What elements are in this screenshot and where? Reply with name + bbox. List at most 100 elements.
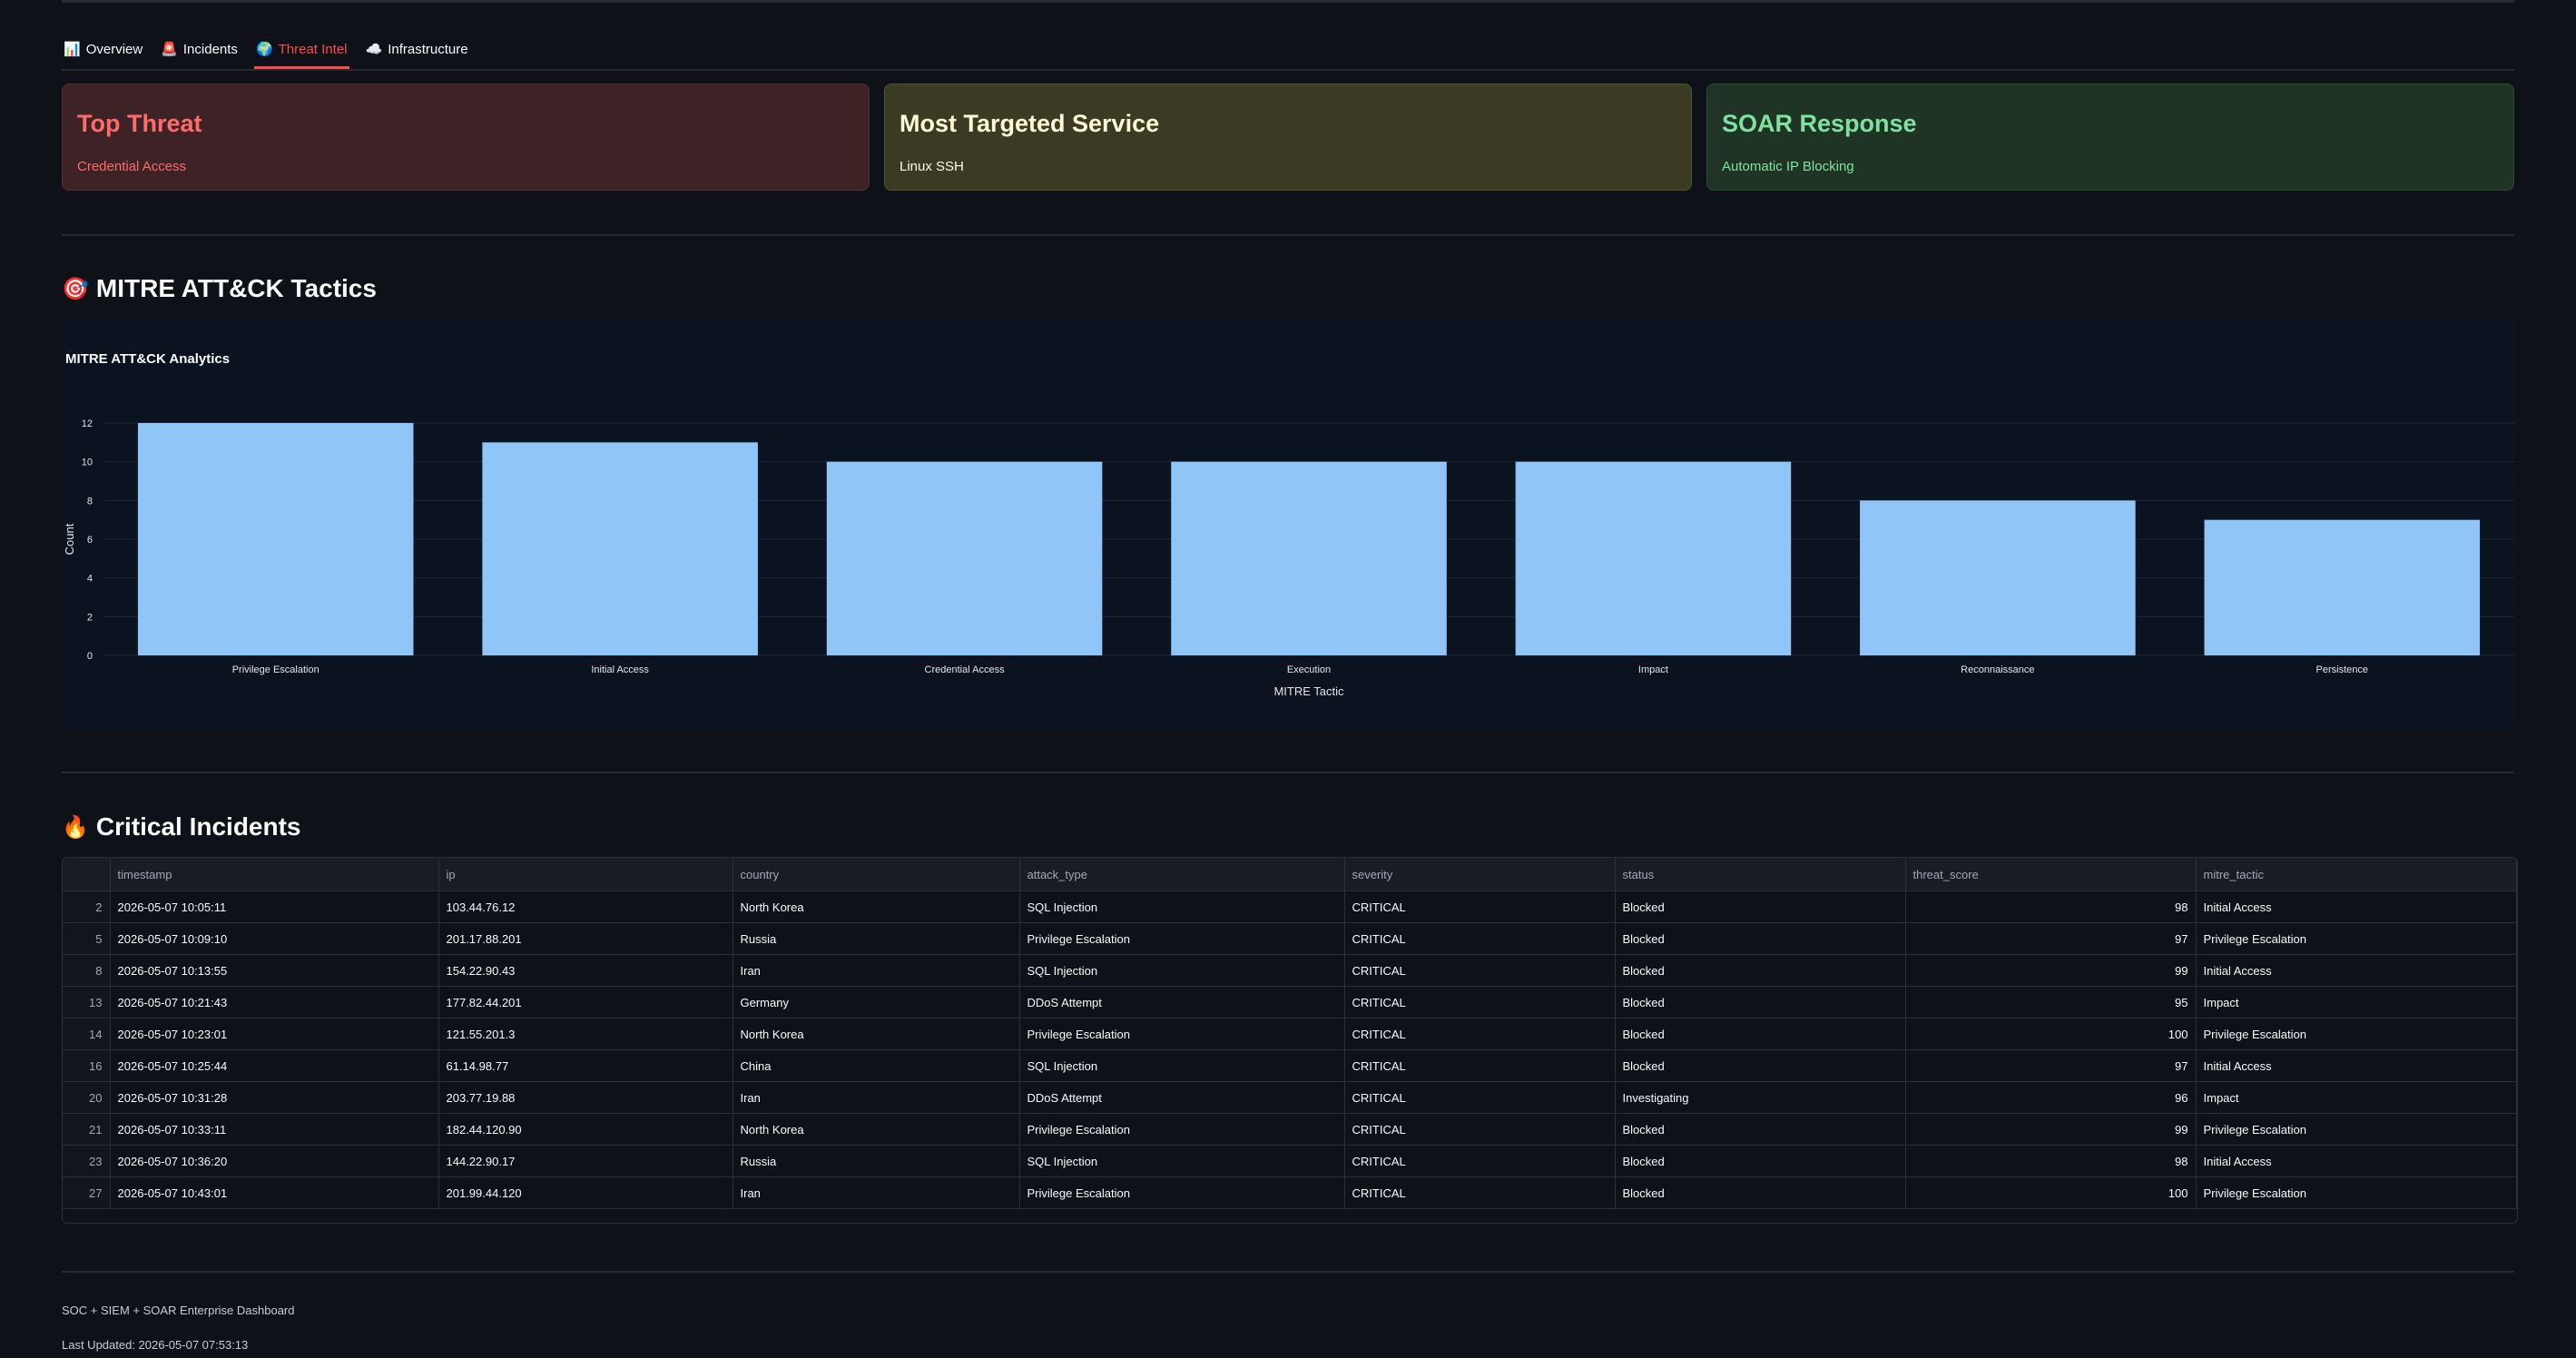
table-cell-status[interactable]: Blocked xyxy=(1615,1018,1906,1050)
table-row[interactable]: 5 2026-05-07 10:09:10 201.17.88.201 Russia P… xyxy=(63,922,2517,955)
table-cell-timestamp[interactable]: 2026-05-07 10:31:28 xyxy=(110,1081,439,1114)
table-cell-ip[interactable]: 201.99.44.120 xyxy=(438,1176,733,1209)
table-cell-mitre-tactic[interactable]: Impact xyxy=(2196,986,2517,1018)
column-header[interactable]: status xyxy=(1615,858,1906,891)
table-cell-threat-score[interactable]: 97 xyxy=(1905,922,2197,955)
table-cell-ip[interactable]: 201.17.88.201 xyxy=(438,922,733,955)
table-cell-ip[interactable]: 121.55.201.3 xyxy=(438,1018,733,1050)
table-cell-severity[interactable]: CRITICAL xyxy=(1344,1081,1616,1114)
table-cell-ip[interactable]: 61.14.98.77 xyxy=(438,1049,733,1082)
table-cell-status[interactable]: Investigating xyxy=(1615,1081,1906,1114)
column-header[interactable]: threat_score xyxy=(1905,858,2197,891)
column-header[interactable]: timestamp xyxy=(110,858,439,891)
table-cell-timestamp[interactable]: 2026-05-07 10:23:01 xyxy=(110,1018,439,1050)
table-cell-status[interactable]: Blocked xyxy=(1615,1176,1906,1209)
table-cell-mitre-tactic[interactable]: Impact xyxy=(2196,1081,2517,1114)
table-cell-severity[interactable]: CRITICAL xyxy=(1344,1049,1616,1082)
table-cell-attack-type[interactable]: SQL Injection xyxy=(1019,1049,1345,1082)
table-cell-timestamp[interactable]: 2026-05-07 10:09:10 xyxy=(110,922,439,955)
table-cell-attack-type[interactable]: DDoS Attempt xyxy=(1019,1081,1345,1114)
table-cell-country[interactable]: Iran xyxy=(732,954,1020,987)
table-cell-country[interactable]: Russia xyxy=(732,922,1020,955)
table-cell-mitre-tactic[interactable]: Initial Access xyxy=(2196,954,2517,987)
table-cell-ip[interactable]: 203.77.19.88 xyxy=(438,1081,733,1114)
table-cell-severity[interactable]: CRITICAL xyxy=(1344,922,1616,955)
table-cell-status[interactable]: Blocked xyxy=(1615,1113,1906,1146)
table-cell-timestamp[interactable]: 2026-05-07 10:13:55 xyxy=(110,954,439,987)
table-cell-country[interactable]: Russia xyxy=(732,1145,1020,1177)
table-cell-attack-type[interactable]: Privilege Escalation xyxy=(1019,1113,1345,1146)
table-cell-ip[interactable]: 144.22.90.17 xyxy=(438,1145,733,1177)
table-row[interactable]: 20 2026-05-07 10:31:28 203.77.19.88 Iran DDo… xyxy=(63,1081,2517,1114)
table-cell-timestamp[interactable]: 2026-05-07 10:43:01 xyxy=(110,1176,439,1209)
table-cell-threat-score[interactable]: 100 xyxy=(1905,1018,2197,1050)
table-cell-status[interactable]: Blocked xyxy=(1615,954,1906,987)
tab-overview[interactable]: 📊 Overview xyxy=(62,31,144,67)
table-cell-threat-score[interactable]: 98 xyxy=(1905,1145,2197,1177)
table-row[interactable]: 2 2026-05-07 10:05:11 103.44.76.12 North Ko… xyxy=(63,891,2517,923)
tab-incidents[interactable]: 🚨 Incidents xyxy=(159,31,240,67)
table-cell-attack-type[interactable]: Privilege Escalation xyxy=(1019,1176,1345,1209)
table-cell-attack-type[interactable]: SQL Injection xyxy=(1019,891,1345,923)
table-row[interactable]: 21 2026-05-07 10:33:11 182.44.120.90 North … xyxy=(63,1113,2517,1146)
table-cell-mitre-tactic[interactable]: Initial Access xyxy=(2196,1145,2517,1177)
column-header[interactable]: mitre_tactic xyxy=(2196,858,2517,891)
table-cell-country[interactable]: North Korea xyxy=(732,1113,1020,1146)
table-cell-country[interactable]: Iran xyxy=(732,1176,1020,1209)
column-header[interactable]: severity xyxy=(1344,858,1616,891)
table-cell-country[interactable]: North Korea xyxy=(732,1018,1020,1050)
table-cell-timestamp[interactable]: 2026-05-07 10:21:43 xyxy=(110,986,439,1018)
critical-incidents-table[interactable]: timestamp ip country attack_type severit… xyxy=(62,857,2518,1224)
table-cell-status[interactable]: Blocked xyxy=(1615,1049,1906,1082)
table-cell-attack-type[interactable]: Privilege Escalation xyxy=(1019,1018,1345,1050)
table-row[interactable]: 27 2026-05-07 10:43:01 201.99.44.120 Iran Pr… xyxy=(63,1176,2517,1209)
table-cell-attack-type[interactable]: Privilege Escalation xyxy=(1019,922,1345,955)
table-row[interactable]: 23 2026-05-07 10:36:20 144.22.90.17 Russia S… xyxy=(63,1145,2517,1177)
table-cell-ip[interactable]: 177.82.44.201 xyxy=(438,986,733,1018)
table-cell-threat-score[interactable]: 99 xyxy=(1905,1113,2197,1146)
table-cell-threat-score[interactable]: 96 xyxy=(1905,1081,2197,1114)
table-row[interactable]: 13 2026-05-07 10:21:43 177.82.44.201 German… xyxy=(63,986,2517,1018)
table-cell-threat-score[interactable]: 100 xyxy=(1905,1176,2197,1209)
table-cell-threat-score[interactable]: 97 xyxy=(1905,1049,2197,1082)
table-row[interactable]: 8 2026-05-07 10:13:55 154.22.90.43 Iran SQL … xyxy=(63,954,2517,987)
table-cell-severity[interactable]: CRITICAL xyxy=(1344,1018,1616,1050)
table-cell-ip[interactable]: 103.44.76.12 xyxy=(438,891,733,923)
table-cell-country[interactable]: North Korea xyxy=(732,891,1020,923)
table-cell-timestamp[interactable]: 2026-05-07 10:33:11 xyxy=(110,1113,439,1146)
table-cell-status[interactable]: Blocked xyxy=(1615,986,1906,1018)
column-header[interactable]: country xyxy=(732,858,1020,891)
table-cell-mitre-tactic[interactable]: Privilege Escalation xyxy=(2196,1018,2517,1050)
table-cell-mitre-tactic[interactable]: Privilege Escalation xyxy=(2196,1176,2517,1209)
table-cell-country[interactable]: Germany xyxy=(732,986,1020,1018)
table-cell-attack-type[interactable]: SQL Injection xyxy=(1019,1145,1345,1177)
table-cell-threat-score[interactable]: 95 xyxy=(1905,986,2197,1018)
table-cell-severity[interactable]: CRITICAL xyxy=(1344,1113,1616,1146)
table-row[interactable]: 14 2026-05-07 10:23:01 121.55.201.3 North K… xyxy=(63,1018,2517,1050)
table-cell-severity[interactable]: CRITICAL xyxy=(1344,1145,1616,1177)
tab-threat-intel[interactable]: 🌍 Threat Intel xyxy=(253,31,349,69)
table-cell-ip[interactable]: 154.22.90.43 xyxy=(438,954,733,987)
table-cell-mitre-tactic[interactable]: Privilege Escalation xyxy=(2196,922,2517,955)
table-cell-country[interactable]: Iran xyxy=(732,1081,1020,1114)
column-header[interactable]: attack_type xyxy=(1019,858,1345,891)
table-cell-attack-type[interactable]: SQL Injection xyxy=(1019,954,1345,987)
table-cell-severity[interactable]: CRITICAL xyxy=(1344,1176,1616,1209)
tab-infrastructure[interactable]: ☁️ Infrastructure xyxy=(364,31,470,67)
table-cell-status[interactable]: Blocked xyxy=(1615,922,1906,955)
table-cell-mitre-tactic[interactable]: Initial Access xyxy=(2196,891,2517,923)
table-cell-timestamp[interactable]: 2026-05-07 10:25:44 xyxy=(110,1049,439,1082)
table-cell-severity[interactable]: CRITICAL xyxy=(1344,954,1616,987)
table-cell-attack-type[interactable]: DDoS Attempt xyxy=(1019,986,1345,1018)
table-cell-threat-score[interactable]: 98 xyxy=(1905,891,2197,923)
table-cell-severity[interactable]: CRITICAL xyxy=(1344,891,1616,923)
table-cell-mitre-tactic[interactable]: Privilege Escalation xyxy=(2196,1113,2517,1146)
table-cell-severity[interactable]: CRITICAL xyxy=(1344,986,1616,1018)
table-cell-threat-score[interactable]: 99 xyxy=(1905,954,2197,987)
table-cell-timestamp[interactable]: 2026-05-07 10:05:11 xyxy=(110,891,439,923)
table-cell-mitre-tactic[interactable]: Initial Access xyxy=(2196,1049,2517,1082)
column-header[interactable]: ip xyxy=(438,858,733,891)
table-cell-timestamp[interactable]: 2026-05-07 10:36:20 xyxy=(110,1145,439,1177)
table-cell-status[interactable]: Blocked xyxy=(1615,891,1906,923)
table-cell-country[interactable]: China xyxy=(732,1049,1020,1082)
